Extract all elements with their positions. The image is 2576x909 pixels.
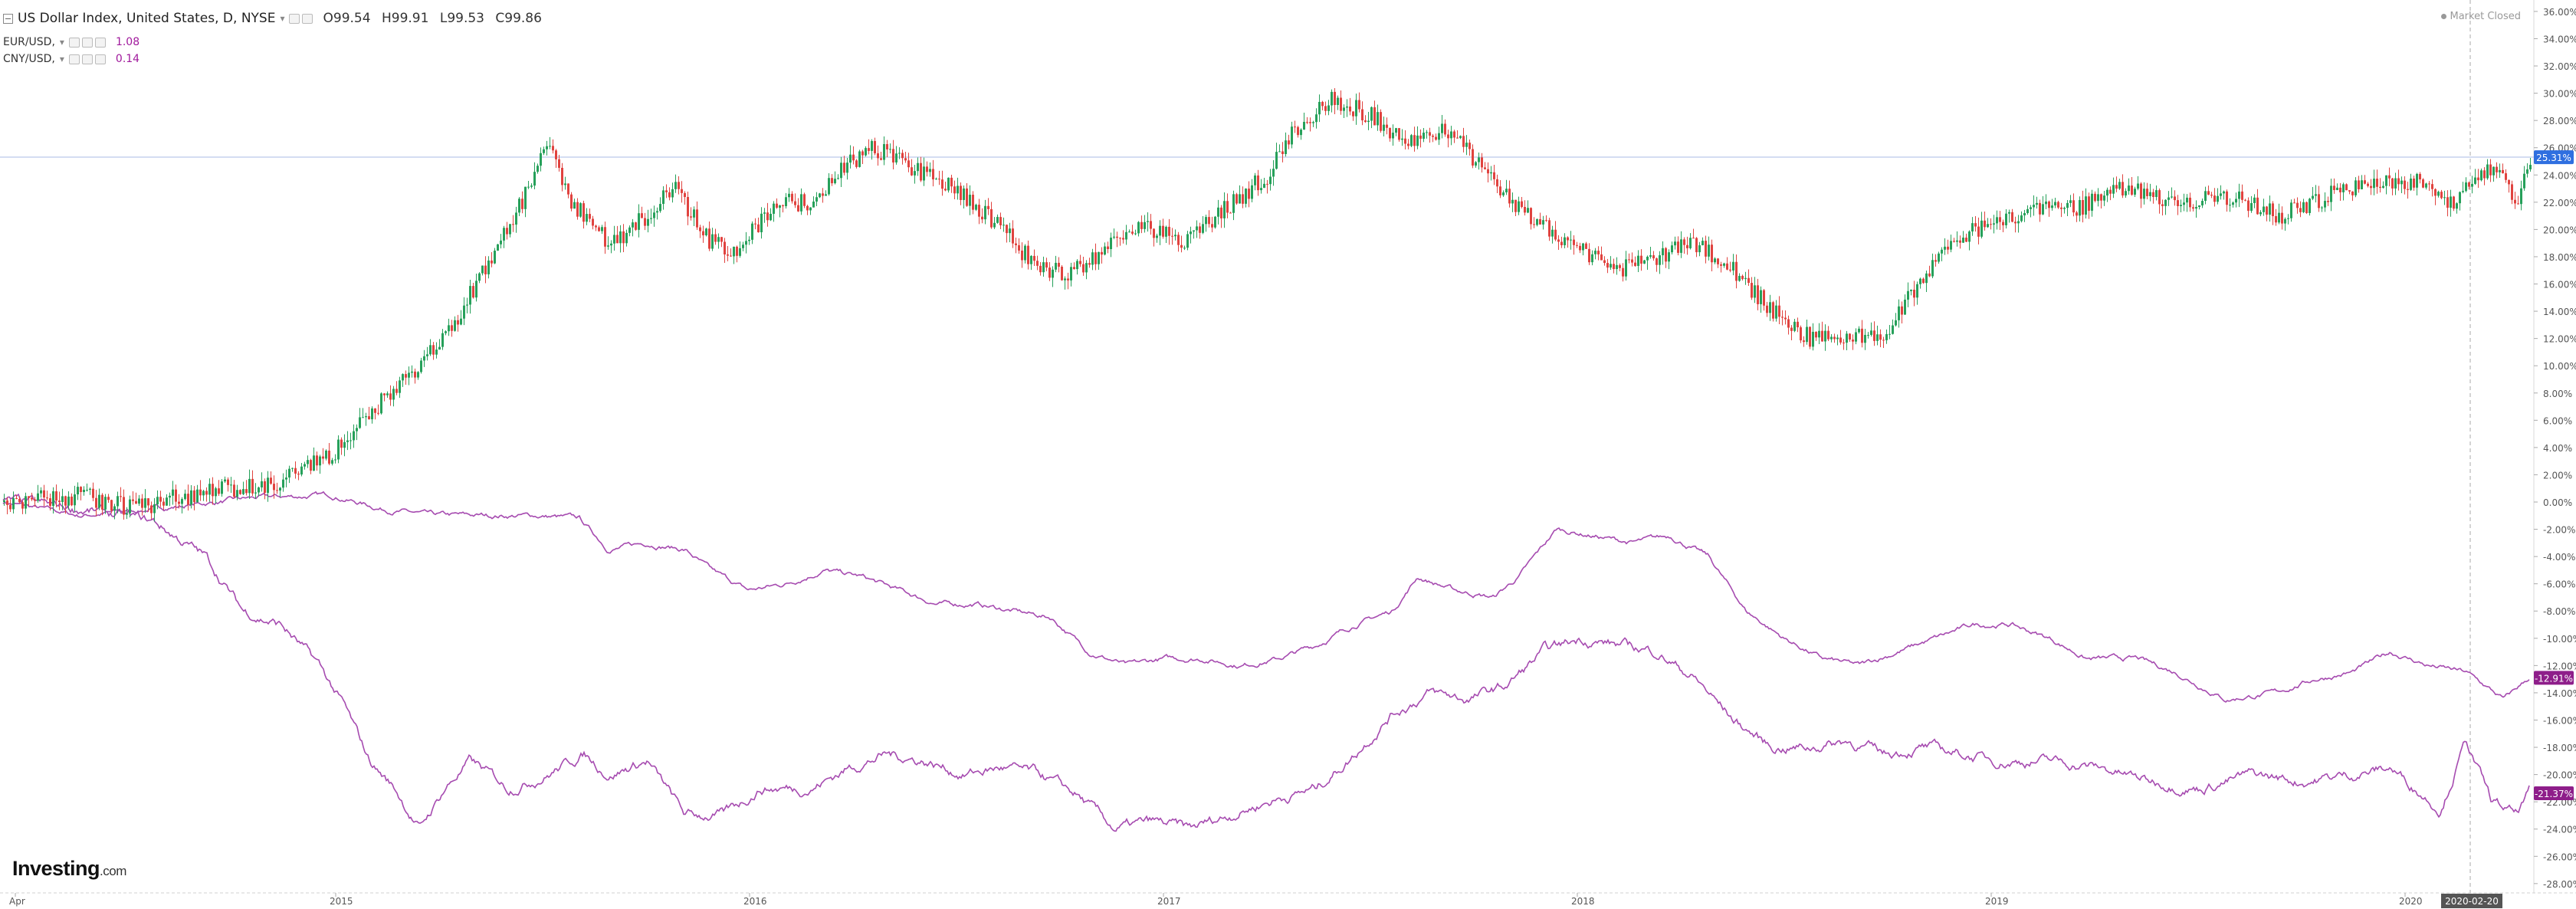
chevron-down-icon[interactable]: ▾ xyxy=(280,13,285,24)
y-tick-label: 24.00% xyxy=(2543,170,2576,181)
eye-icon[interactable] xyxy=(289,13,300,24)
y-axis: -28.00%-26.00%-24.00%-22.00%-20.00%-18.0… xyxy=(2533,0,2576,893)
y-tick-label: -26.00% xyxy=(2543,852,2576,862)
y-tick-label: -18.00% xyxy=(2543,743,2576,753)
market-status: Market Closed xyxy=(2440,11,2522,22)
legend-cny-title[interactable]: CNY/USD, xyxy=(3,53,55,65)
close-icon[interactable] xyxy=(94,37,106,48)
series-lines xyxy=(2,491,2530,832)
legend-row-cny: CNY/USD, ▾ 0.14 xyxy=(3,51,549,67)
settings-icon[interactable] xyxy=(302,13,313,24)
y-tick-label: -12.00% xyxy=(2543,661,2576,671)
market-status-text: Market Closed xyxy=(2450,11,2522,22)
y-tick-label: 0.00% xyxy=(2543,497,2572,508)
ohlc-values: O99.54 H99.91 L99.53 C99.86 xyxy=(323,11,548,26)
settings-icon[interactable] xyxy=(81,54,93,64)
x-tick-label: 2019 xyxy=(1985,896,2009,907)
y-tick-label: -16.00% xyxy=(2543,715,2576,726)
y-tick-label: 18.00% xyxy=(2543,252,2576,263)
legend-row-eur: EUR/USD, ▾ 1.08 xyxy=(3,34,549,51)
y-tick-label: -2.00% xyxy=(2543,525,2575,536)
y-tick-label: 6.00% xyxy=(2543,415,2572,426)
close-label: C xyxy=(495,11,505,26)
y-tick-label: 28.00% xyxy=(2543,116,2576,126)
y-tick-label: 16.00% xyxy=(2543,280,2576,290)
series-line-eurusd[interactable] xyxy=(2,491,2530,703)
legend-row-main: US Dollar Index, United States, D, NYSE … xyxy=(3,3,549,34)
y-tick-label: 30.00% xyxy=(2543,89,2576,100)
y-tick-label: 20.00% xyxy=(2543,225,2576,235)
x-tick-label: 2016 xyxy=(743,896,767,907)
chevron-down-icon[interactable]: ▾ xyxy=(59,54,64,64)
y-tick-label: -24.00% xyxy=(2543,825,2576,835)
candlestick-series xyxy=(3,88,2532,522)
y-tick-label: -20.00% xyxy=(2543,770,2576,781)
last-value-badge xyxy=(2534,671,2574,685)
logo-suffix: .com xyxy=(100,864,126,878)
close-value: 99.86 xyxy=(504,11,542,26)
close-icon[interactable] xyxy=(94,54,106,64)
last-value-badge xyxy=(2534,786,2574,800)
last-value-badges: 25.31% -12.91% -21.37% xyxy=(2534,150,2574,800)
legend-cny-value: 0.14 xyxy=(115,53,140,65)
collapse-icon[interactable] xyxy=(3,13,13,24)
x-tick-label: 2017 xyxy=(1157,896,1181,907)
last-value-label: 25.31% xyxy=(2536,153,2571,163)
y-tick-label: -10.00% xyxy=(2543,634,2576,645)
open-value: 99.54 xyxy=(333,11,371,26)
x-tick-label: 2018 xyxy=(1571,896,1595,907)
y-tick-label: 34.00% xyxy=(2543,34,2576,44)
logo-brand: Investing xyxy=(12,857,100,880)
legend-main-title[interactable]: US Dollar Index, United States, D, NYSE xyxy=(18,11,276,26)
legend-eur-value: 1.08 xyxy=(115,36,140,48)
y-tick-label: 12.00% xyxy=(2543,334,2576,345)
crosshair-date-label: 2020-02-20 xyxy=(2445,896,2499,907)
y-tick-label: -8.00% xyxy=(2543,606,2575,617)
y-tick-label: 2.00% xyxy=(2543,470,2572,481)
y-tick-label: 32.00% xyxy=(2543,61,2576,72)
y-tick-label: 4.00% xyxy=(2543,443,2572,454)
y-tick-label: 14.00% xyxy=(2543,307,2576,317)
eye-icon[interactable] xyxy=(68,37,80,48)
logo: Investing.com xyxy=(12,857,126,881)
x-tick-label: 2020 xyxy=(2399,896,2423,907)
crosshair-date-badge xyxy=(2441,894,2502,908)
y-tick-label: 36.00% xyxy=(2543,7,2576,18)
eye-icon[interactable] xyxy=(68,54,80,64)
legend: US Dollar Index, United States, D, NYSE … xyxy=(3,3,549,67)
y-tick-label: 22.00% xyxy=(2543,198,2576,208)
y-tick-label: 10.00% xyxy=(2543,361,2576,372)
chevron-down-icon[interactable]: ▾ xyxy=(59,37,64,48)
y-tick-label: -14.00% xyxy=(2543,688,2576,699)
x-tick-label: Apr xyxy=(9,896,25,907)
last-value-label: -12.91% xyxy=(2535,673,2573,684)
settings-icon[interactable] xyxy=(81,37,93,48)
y-tick-label: 8.00% xyxy=(2543,389,2572,399)
y-tick-label: -4.00% xyxy=(2543,552,2575,563)
x-axis: Apr 2015 2016 2017 2018 2019 2020 xyxy=(0,892,2576,907)
last-value-label: -21.37% xyxy=(2535,789,2573,799)
x-tick-label: 2015 xyxy=(330,896,353,907)
high-value: 99.91 xyxy=(391,11,429,26)
status-dot-icon xyxy=(2440,14,2446,19)
open-label: O xyxy=(323,11,333,26)
low-label: L xyxy=(439,11,448,26)
y-tick-label: -28.00% xyxy=(2543,879,2576,890)
series-line-cnyusd[interactable] xyxy=(2,493,2530,832)
y-tick-label: -6.00% xyxy=(2543,579,2575,590)
legend-eur-title[interactable]: EUR/USD, xyxy=(3,36,55,48)
low-value: 99.53 xyxy=(447,11,484,26)
last-value-badge xyxy=(2534,150,2574,165)
high-label: H xyxy=(381,11,392,26)
